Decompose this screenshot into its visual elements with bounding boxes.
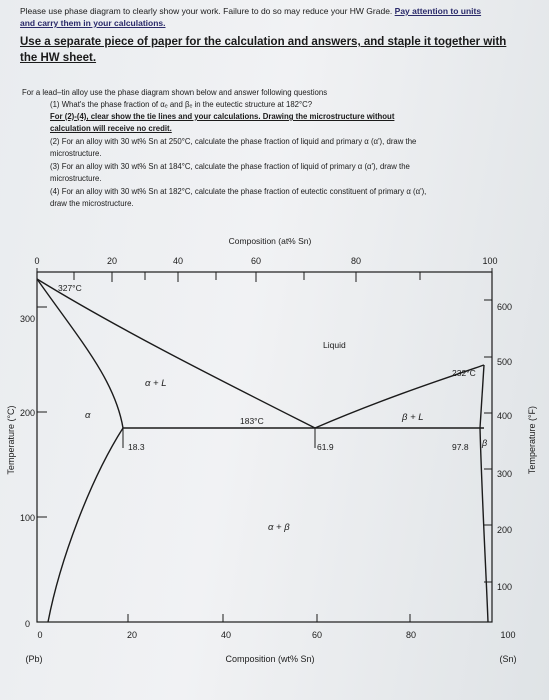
- top-axis-title: Composition (at% Sn): [229, 236, 312, 246]
- bottom-tick-20: 20: [127, 630, 137, 640]
- right-tick-600: 600: [497, 302, 512, 312]
- instruction-line-1: Use a separate piece of paper for the ca…: [20, 36, 507, 48]
- note-line-2: calculation will receive no credit.: [50, 124, 172, 133]
- questions-intro: For a lead–tin alloy use the phase diagr…: [22, 88, 328, 97]
- question-4a: (4) For an alloy with 30 wt% Sn at 182°C…: [50, 187, 427, 196]
- solidus-alpha: [36, 278, 124, 429]
- bottom-tick-40: 40: [221, 630, 231, 640]
- question-2b: microstructure.: [50, 149, 102, 158]
- question-1: (1) What's the phase fraction of αₑ and …: [50, 100, 313, 109]
- sn-label: (Sn): [499, 654, 516, 664]
- label-alpha-beta: α + β: [268, 522, 290, 533]
- pb-label: (Pb): [25, 654, 42, 664]
- top-tick-100: 100: [482, 256, 497, 266]
- header-emphasis-2: and carry them in your calculations.: [20, 18, 166, 28]
- bottom-tick-60: 60: [312, 630, 322, 640]
- label-beta: β: [481, 438, 487, 448]
- bottom-tick-0: 0: [37, 630, 42, 640]
- left-tick-0: 0: [25, 619, 30, 629]
- left-tick-100: 100: [20, 513, 35, 523]
- top-tick-60: 60: [251, 256, 261, 266]
- question-4b: draw the microstructure.: [50, 199, 134, 208]
- bottom-axis-title: Composition (wt% Sn): [225, 654, 314, 664]
- header-line-1: Please use phase diagram to clearly show…: [20, 6, 481, 16]
- left-tick-200: 200: [20, 408, 35, 418]
- solvus-alpha: [47, 427, 124, 623]
- top-tick-20: 20: [107, 256, 117, 266]
- left-axis-title: Temperature (°C): [6, 405, 16, 474]
- right-tick-200: 200: [497, 525, 512, 535]
- bottom-tick-100: 100: [500, 630, 515, 640]
- header-plain: Please use phase diagram to clearly show…: [20, 6, 393, 16]
- note-line-1: For (2)-(4), clear show the tie lines an…: [50, 112, 395, 121]
- solidus-beta: [479, 364, 485, 429]
- label-61-9: 61.9: [317, 442, 334, 452]
- right-axis-title: Temperature (°F): [527, 406, 537, 474]
- question-3b: microstructure.: [50, 174, 102, 183]
- question-3a: (3) For an alloy with 30 wt% Sn at 184°C…: [50, 162, 410, 171]
- header-line-2: and carry them in your calculations.: [20, 18, 166, 28]
- solvus-beta: [479, 427, 489, 623]
- liquidus-right: [314, 364, 485, 429]
- right-tick-400: 400: [497, 411, 512, 421]
- left-tick-300: 300: [20, 314, 35, 324]
- label-alpha-liquid: α + L: [145, 378, 167, 389]
- top-tick-40: 40: [173, 256, 183, 266]
- label-327: 327°C: [58, 283, 82, 293]
- header-emphasis: Pay attention to units: [394, 6, 482, 16]
- liquidus-left: [36, 278, 316, 429]
- instruction-line-2: the HW sheet.: [20, 52, 97, 64]
- label-beta-liquid: β + L: [401, 412, 424, 423]
- label-183: 183°C: [240, 416, 264, 426]
- label-97-8: 97.8: [452, 442, 469, 452]
- label-232: 232°C: [452, 368, 476, 378]
- top-tick-0: 0: [34, 256, 39, 266]
- label-18-3: 18.3: [128, 442, 145, 452]
- diagram-frame: [36, 271, 493, 623]
- right-tick-100: 100: [497, 582, 512, 592]
- right-tick-300: 300: [497, 469, 512, 479]
- top-tick-80: 80: [351, 256, 361, 266]
- label-liquid: Liquid: [323, 340, 346, 350]
- bottom-tick-80: 80: [406, 630, 416, 640]
- label-alpha: α: [85, 410, 91, 421]
- right-tick-500: 500: [497, 357, 512, 367]
- question-2a: (2) For an alloy with 30 wt% Sn at 250°C…: [50, 137, 417, 146]
